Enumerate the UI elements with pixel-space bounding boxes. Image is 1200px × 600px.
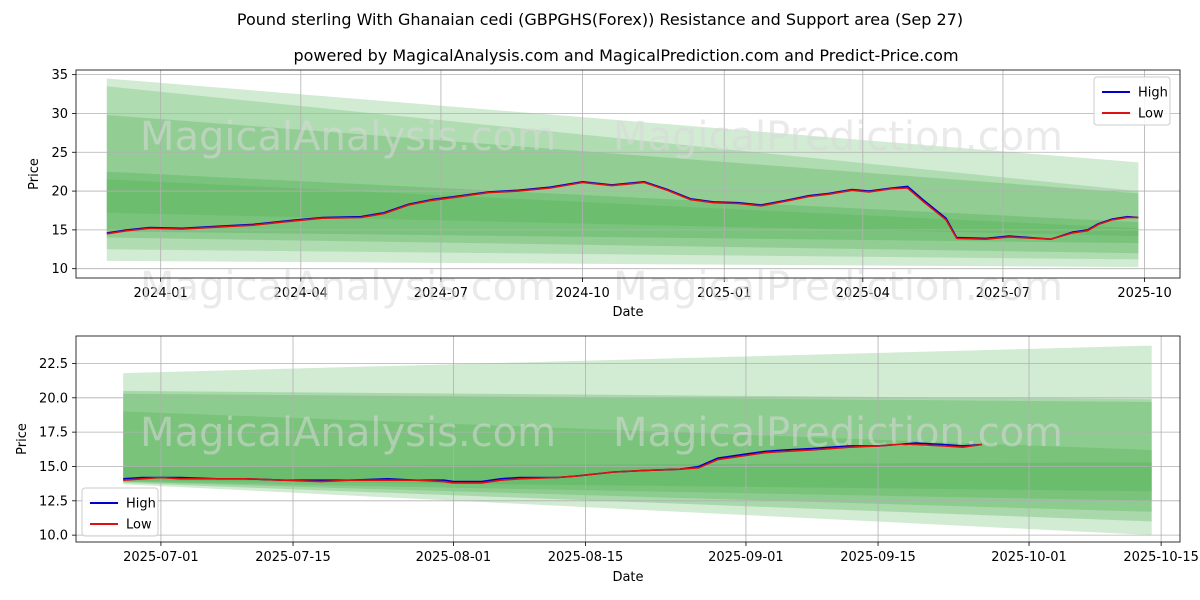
band-1: [106, 78, 1139, 268]
y-tick-label: 15.0: [39, 460, 68, 475]
legend-label-high: High: [126, 497, 156, 512]
x-tick-label: 2025-04: [836, 286, 890, 301]
legend-label-high: High: [1138, 86, 1168, 101]
x-tick-label: 2024-07: [414, 286, 468, 301]
watermark-text: MagicalPrediction.com: [613, 410, 1063, 456]
y-tick-label: 25: [51, 146, 68, 161]
plot-frame: [75, 335, 1181, 543]
legend-label-low: Low: [126, 518, 152, 533]
x-tick-label: 2024-01: [134, 286, 188, 301]
y-tick-label: 30: [51, 107, 68, 122]
x-tick-label: 2024-04: [274, 286, 328, 301]
watermark-text: MagicalPrediction.com: [613, 114, 1063, 160]
y-tick-label: 10: [51, 262, 68, 277]
x-axis-label: Date: [612, 570, 643, 585]
chart-subtitle: powered by MagicalAnalysis.com and Magic…: [293, 46, 958, 65]
x-tick-label: 2025-10: [1117, 286, 1171, 301]
chart-title: Pound sterling With Ghanaian cedi (GBPGH…: [237, 10, 963, 29]
x-tick-label: 2025-08-01: [416, 550, 492, 565]
band-5: [123, 462, 1152, 492]
watermark-text: MagicalPrediction.com: [613, 264, 1063, 310]
x-tick-label: 2025-07-01: [123, 550, 199, 565]
band-2: [123, 390, 1152, 522]
y-tick-label: 12.5: [39, 494, 68, 509]
band-1: [123, 345, 1152, 536]
x-tick-label: 2025-09-01: [708, 550, 784, 565]
y-tick-label: 20: [51, 185, 68, 200]
x-tick-label: 2025-08-15: [548, 550, 624, 565]
y-tick-label: 10.0: [39, 529, 68, 544]
x-tick-label: 2025-01: [697, 286, 751, 301]
x-tick-label: 2025-09-15: [840, 550, 916, 565]
plot-frame: [75, 69, 1181, 279]
x-tick-label: 2024-10: [555, 286, 609, 301]
watermark-text: MagicalAnalysis.com: [140, 264, 556, 310]
x-tick-label: 2025-10-01: [991, 550, 1067, 565]
y-axis-label: Price: [27, 158, 42, 190]
legend-label-low: Low: [1138, 107, 1164, 122]
band-3: [123, 393, 1152, 512]
watermark-text: MagicalAnalysis.com: [140, 410, 556, 456]
x-axis-label: Date: [612, 305, 643, 320]
x-tick-label: 2025-07: [976, 286, 1030, 301]
series-line-low: [123, 443, 982, 484]
y-tick-label: 35: [51, 68, 68, 83]
x-tick-label: 2025-07-15: [255, 550, 331, 565]
top-plot: 2024-01 2024-04 2024-07 2024-10 2025-01 2025-…: [27, 68, 1181, 320]
y-tick-label: 22.5: [39, 357, 68, 372]
watermark-text: MagicalAnalysis.com: [140, 114, 556, 160]
y-tick-label: 15: [51, 223, 68, 238]
series-line-low: [106, 181, 1139, 240]
y-tick-label: 17.5: [39, 426, 68, 441]
band-5: [106, 179, 1139, 237]
bottom-plot: 2025-07-01 2025-07-15 2025-08-01 2025-08-15…: [15, 335, 1199, 585]
band-4: [106, 171, 1139, 244]
y-tick-label: 20.0: [39, 391, 68, 406]
y-axis-label: Price: [15, 423, 30, 455]
x-tick-label: 2025-10-15: [1123, 550, 1199, 565]
